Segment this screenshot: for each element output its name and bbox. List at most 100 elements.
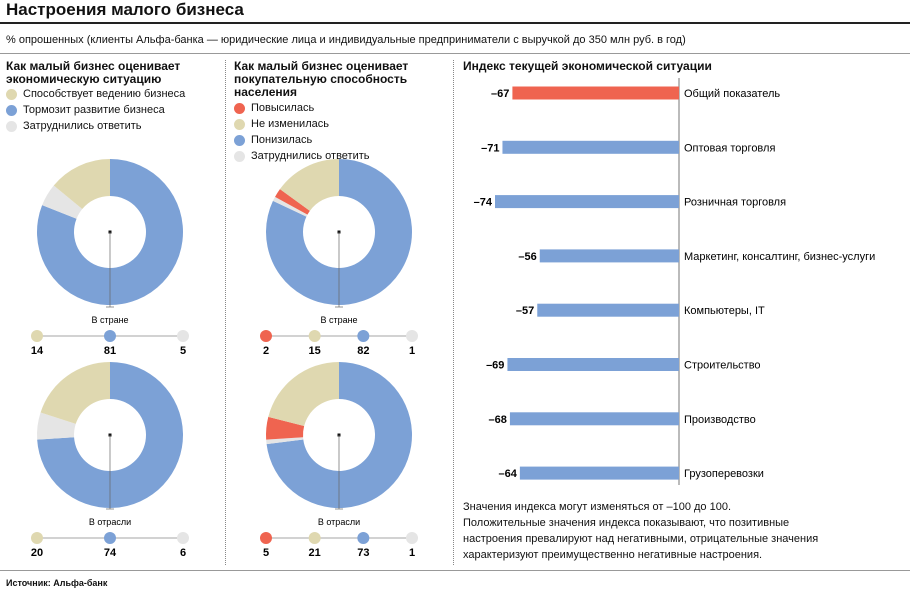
value-dot [260,330,272,342]
legend-label: Тормозит развитие бизнеса [23,104,165,116]
value-label: 21 [309,547,321,559]
legend-swatch [6,104,17,116]
donut-slice [37,362,184,508]
value-dot [308,330,321,342]
bar-value-label: –69 [486,360,504,372]
bar-value-label: –71 [481,142,499,154]
bar-category-label: Розничная торговля [684,197,786,209]
value-label: 14 [31,345,44,357]
bar [507,358,679,371]
panel1-title: Как малый бизнес оценивает экономическую… [6,59,181,86]
bar [495,195,679,209]
value-dot [357,330,370,342]
donut-label: В отрасли [318,517,360,527]
donut-slice [279,159,339,211]
donut-chart: В стране 14 81 5 [31,159,189,357]
value-dot [406,532,418,544]
donut-chart: В отрасли 5 21 73 1 [260,362,418,559]
bar-value-label: –68 [489,414,507,426]
value-label: 81 [104,345,116,357]
bar [509,412,679,426]
value-dot [104,330,116,342]
bar-category-label: Маркетинг, консалтинг, бизнес-услуги [684,251,875,263]
note-line: настроения превалируют над негативными, … [463,533,819,545]
value-dot [104,532,116,544]
legend-item: Понизилась [234,133,370,147]
bar-category-label: Строительство [684,360,761,372]
value-dot [260,532,272,544]
donut-slice [36,159,183,306]
value-label: 74 [104,547,117,559]
legend-swatch [234,102,245,114]
value-dot [406,330,418,342]
legend-swatch [234,118,245,130]
value-label: 5 [263,547,269,559]
value-label: 73 [357,547,369,559]
legend-swatch [6,120,17,132]
legend-item: Затруднились ответить [234,149,370,163]
footer-rule [0,570,910,571]
legend-swatch [234,150,245,162]
donut-slice [40,362,110,424]
donut-slice [275,189,310,215]
donut-slice [268,362,339,427]
legend-item: Способствует ведению бизнеса [6,87,185,101]
value-dot [31,532,43,544]
bar-value-label: –64 [499,468,518,480]
panel3-title: Индекс текущей экономической ситуации [463,59,712,73]
legend-label: Повысилась [251,102,315,114]
panel2-title: Как малый бизнес оценивает покупательную… [234,59,409,99]
legend-item: Не изменилась [234,117,370,131]
value-dot [31,330,43,342]
donut-slice [53,159,110,210]
index-note: Значения индекса могут изменяться от –10… [463,499,903,563]
bar-value-label: –67 [491,88,509,100]
bar-category-label: Грузоперевозки [684,468,764,480]
legend-swatch [6,88,17,100]
bar-value-label: –56 [518,251,536,263]
bar-value-label: –57 [516,305,534,317]
title-rule [0,22,910,24]
value-label: 1 [409,547,415,559]
value-label: 1 [409,345,415,357]
page-title: Настроения малого бизнеса [6,0,244,19]
legend-item: Тормозит развитие бизнеса [6,103,185,117]
legend-swatch [234,134,245,146]
value-label: 5 [180,345,186,357]
legend-item: Повысилась [234,101,370,115]
legend-label: Затруднились ответить [23,120,142,132]
donut-chart: В отрасли 20 74 6 [31,362,189,559]
donut-chart: В стране 2 15 82 1 [260,159,418,357]
bar-chart: –67 Общий показатель –71 Оптовая торговля –7… [474,78,875,485]
value-label: 20 [31,547,43,559]
donut-label: В отрасли [89,517,131,527]
bar [539,249,679,263]
value-label: 82 [357,345,369,357]
bar [537,303,679,317]
donut-slice [266,416,305,440]
bar-category-label: Компьютеры, IT [684,305,765,317]
note-line: Значения индекса могут изменяться от –10… [463,501,732,513]
legend-label: Понизилась [251,134,313,146]
donut-label: В стране [320,315,357,325]
legend-label: Способствует ведению бизнеса [23,88,186,100]
bar-category-label: Общий показатель [684,88,780,100]
value-dot [177,330,189,342]
bar-category-label: Оптовая торговля [684,142,775,154]
panel-separator [453,60,454,565]
subtitle: % опрошенных (клиенты Альфа-банка — юрид… [6,34,686,46]
panel1-legend: Способствует ведению бизнеса Тормозит ра… [6,87,185,135]
panel-separator [225,60,226,565]
donut-slice [272,196,308,217]
value-dot [357,532,370,544]
legend-item: Затруднились ответить [6,119,185,133]
legend-label: Затруднились ответить [251,150,370,162]
value-label: 6 [180,547,186,559]
donut-slice [266,437,304,445]
subtitle-rule [0,53,910,54]
value-dot [177,532,189,544]
note-line: Положительные значения индекса показываю… [463,517,790,529]
note-line: характеризуют преимущественно негативные… [463,549,763,561]
bar [502,140,679,154]
bar-value-label: –74 [474,197,493,209]
